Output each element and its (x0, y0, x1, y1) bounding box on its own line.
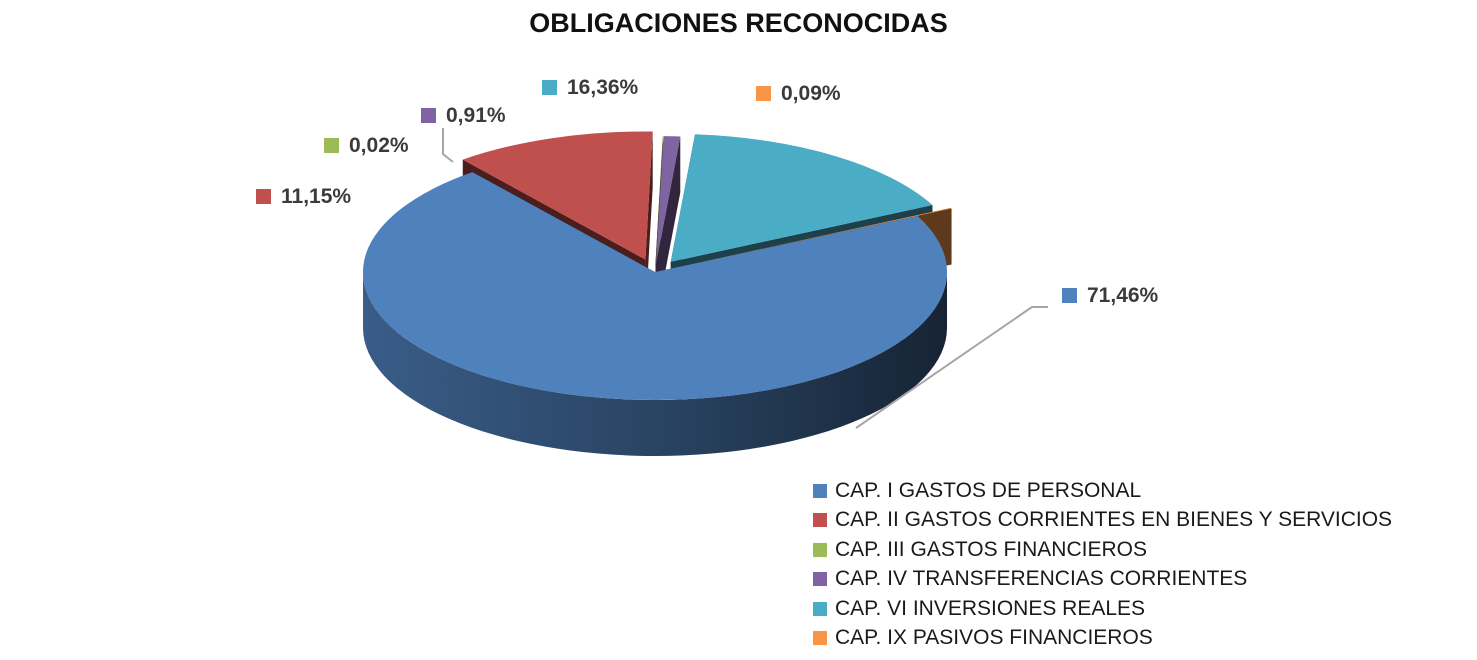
legend-item-0: CAP. I GASTOS DE PERSONAL (813, 476, 1392, 506)
legend-label-1: CAP. II GASTOS CORRIENTES EN BIENES Y SE… (835, 508, 1393, 532)
legend-label-0: CAP. I GASTOS DE PERSONAL (835, 478, 1142, 502)
pie-slice-3 (655, 136, 681, 265)
data-label-swatch-5 (756, 86, 771, 101)
data-label-swatch-0 (1062, 288, 1077, 303)
legend-swatch-5 (813, 631, 827, 646)
pie-depth-rim-0 (363, 272, 947, 456)
legend-swatch-1 (813, 513, 827, 528)
data-label-0: 71,46% (1087, 284, 1159, 307)
leader-lines (442, 128, 1048, 429)
data-label-swatch-4 (542, 80, 557, 95)
legend-item-1: CAP. II GASTOS CORRIENTES EN BIENES Y SE… (813, 506, 1392, 536)
data-label-5: 0,09% (781, 82, 841, 105)
data-label-1: 11,15% (281, 185, 351, 208)
data-label-swatch-2 (324, 138, 339, 153)
data-label-2: 0,02% (349, 134, 409, 157)
legend: CAP. I GASTOS DE PERSONAL CAP. II GASTOS … (813, 476, 1392, 653)
data-labels: 71,46% 11,15% 0,02% 0,91% 16,36% 0,09% (256, 76, 1159, 307)
leader-line-3 (442, 128, 454, 163)
chart-title: OBLIGACIONES RECONOCIDAS (529, 8, 948, 38)
legend-item-2: CAP. III GASTOS FINANCIEROS (813, 535, 1392, 565)
legend-label-3: CAP. IV TRANSFERENCIAS CORRIENTES (835, 567, 1248, 591)
pie-slice-4 (670, 134, 933, 262)
legend-swatch-4 (813, 601, 827, 616)
legend-label-4: CAP. VI INVERSIONES REALES (835, 596, 1146, 620)
legend-item-5: CAP. IX PASIVOS FINANCIEROS (813, 624, 1392, 654)
legend-item-4: CAP. VI INVERSIONES REALES (813, 594, 1392, 624)
legend-swatch-3 (813, 572, 827, 587)
legend-label-5: CAP. IX PASIVOS FINANCIEROS (835, 626, 1153, 650)
data-label-4: 16,36% (567, 76, 639, 99)
legend-item-3: CAP. IV TRANSFERENCIAS CORRIENTES (813, 565, 1392, 595)
leader-line-0 (855, 306, 1048, 429)
legend-swatch-0 (813, 483, 827, 498)
data-label-3: 0,91% (446, 104, 506, 127)
legend-swatch-2 (813, 542, 827, 557)
pie-top-layer (363, 131, 952, 401)
legend-label-2: CAP. III GASTOS FINANCIEROS (835, 537, 1147, 561)
pie-slice-0 (363, 172, 947, 401)
pie-slice-1 (462, 131, 653, 260)
data-label-swatch-1 (256, 189, 271, 204)
pie-slice-2 (655, 136, 664, 265)
pie-slice-5 (689, 207, 952, 265)
data-label-swatch-3 (421, 108, 436, 123)
